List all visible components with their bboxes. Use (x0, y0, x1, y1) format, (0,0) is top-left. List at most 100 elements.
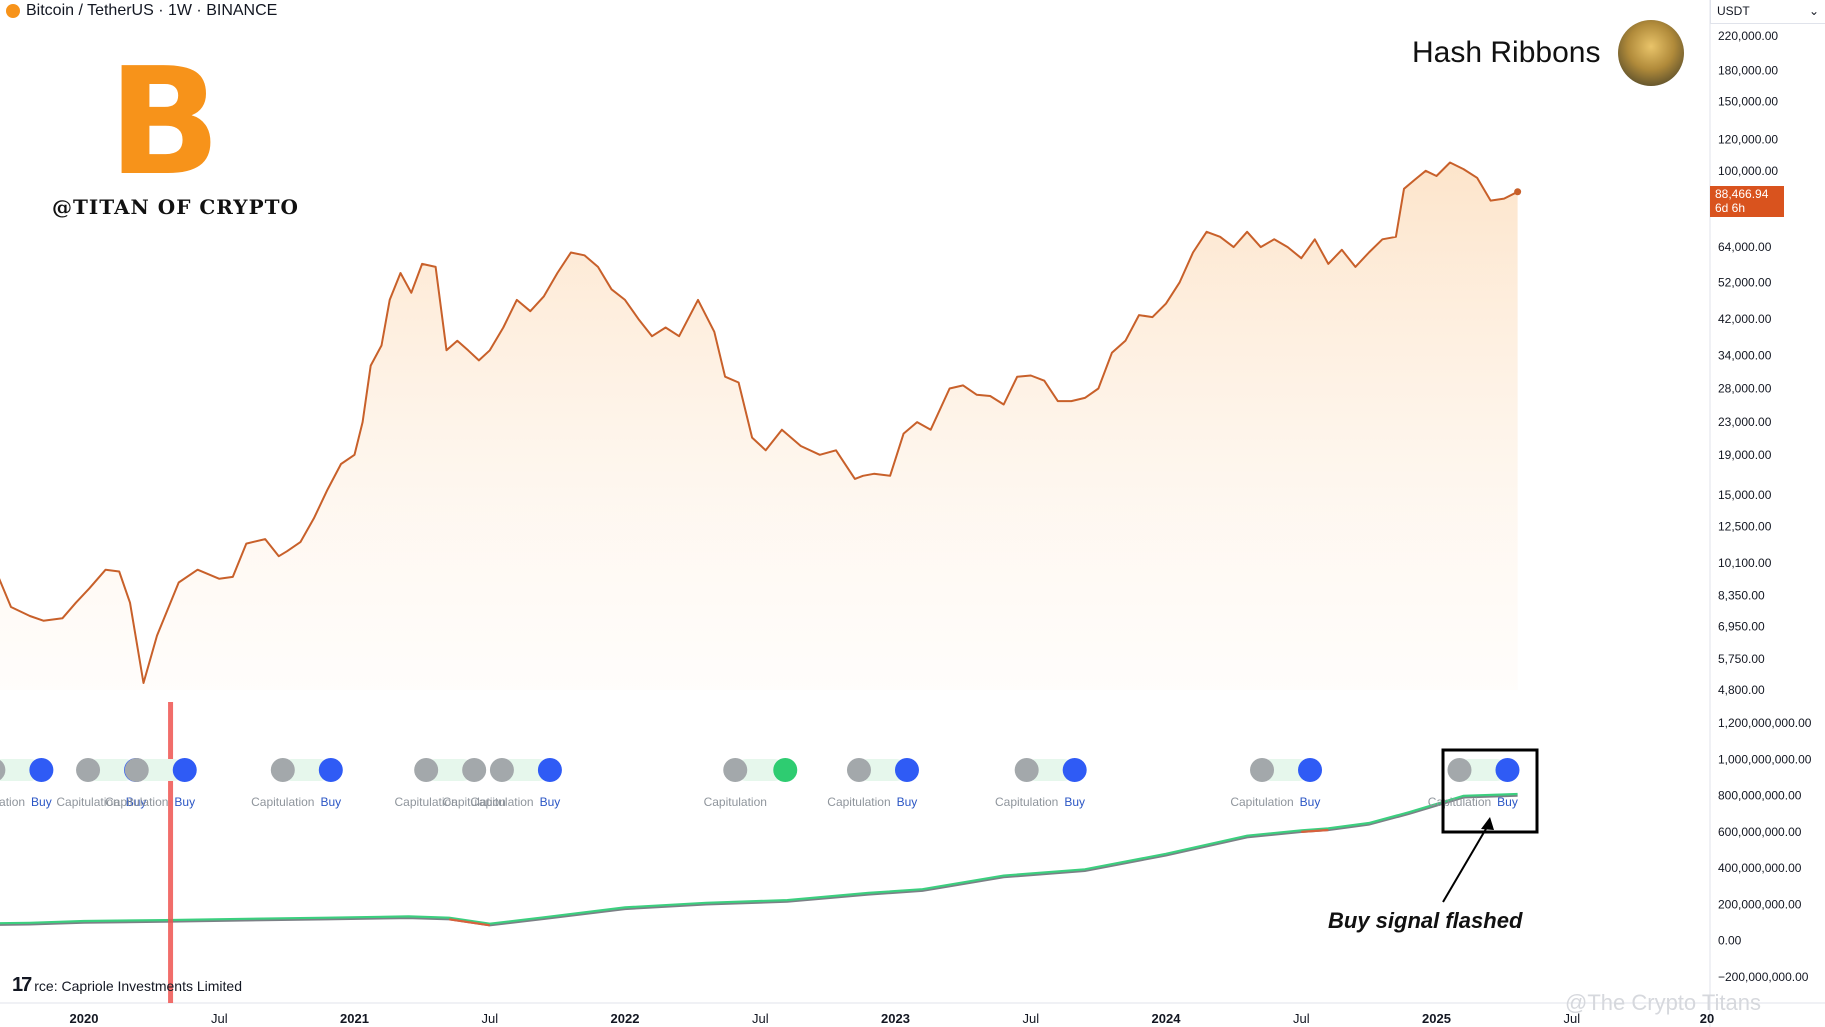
capitulation-label: Capitulation (1230, 795, 1293, 809)
time-axis-tick-label: 20 (1700, 1011, 1714, 1026)
hash-ribbon-capitulation-segment (449, 918, 490, 927)
last-price-dot (1514, 188, 1522, 196)
capitulation-dot (1250, 758, 1275, 782)
author-handle: @TITAN OF CRYPTO (52, 195, 299, 219)
price-axis-tick-label: 100,000.00 (1718, 164, 1778, 178)
capitulation-dot (124, 758, 149, 782)
price-axis-tick-label: 220,000.00 (1718, 29, 1778, 43)
buy-dot (1495, 758, 1520, 782)
avatar (1618, 20, 1684, 86)
price-line (0, 161, 1519, 684)
capitulation-dot (270, 758, 295, 782)
capitulation-dot (76, 758, 101, 782)
capitulation-dot (773, 758, 798, 782)
buy-dot (894, 758, 919, 782)
buy-dot (537, 758, 562, 782)
price-axis-tick-label: 34,000.00 (1718, 348, 1772, 362)
price-axis-tick-label: 180,000.00 (1718, 63, 1778, 77)
hash-ribbon-fast-line (0, 792, 1518, 925)
capitulation-dot (1014, 758, 1039, 782)
buy-label: Buy (1300, 795, 1321, 809)
buy-label: Buy (1497, 795, 1518, 809)
buy-label: Buy (174, 795, 195, 809)
bitcoin-logo: B (108, 36, 221, 208)
price-axis-tick-label: 19,000.00 (1718, 448, 1772, 462)
chevron-down-icon: ⌄ (1808, 4, 1819, 18)
price-axis-tick-label: 12,500.00 (1718, 519, 1772, 533)
signal-marker: Capitulation Buy (995, 758, 1087, 809)
arrow-head-icon (1481, 817, 1494, 830)
price-axis-tick-label: 64,000.00 (1718, 240, 1772, 254)
symbol-header[interactable]: Bitcoin / TetherUS · 1W · BINANCE (6, 2, 277, 20)
buy-label: Buy (320, 795, 341, 809)
last-price-tag: 88,466.94 6d 6h (1710, 186, 1784, 217)
time-axis-tick-label: 2025 (1422, 1011, 1451, 1026)
capitulation-dot (462, 758, 487, 782)
symbol-text: Bitcoin / TetherUS · 1W · BINANCE (26, 2, 278, 19)
signal-marker: Capitulation Buy (470, 758, 562, 809)
price-axis-tick-label: 52,000.00 (1718, 276, 1772, 290)
ribbon-axis-tick-label: 600,000,000.00 (1718, 825, 1802, 839)
price-axis-tick-label: 8,350.00 (1718, 588, 1765, 602)
capitulation-label: Capitulation (442, 795, 505, 809)
tradingview-logo-icon: 17 (12, 974, 32, 996)
signal-marker: Capitulation (704, 758, 798, 809)
ribbon-axis-tick-label: 800,000,000.00 (1718, 789, 1802, 803)
watermark: @The Crypto Titans (1565, 990, 1761, 1015)
buy-label: Buy (897, 795, 918, 809)
currency-selector[interactable]: USDT ⌄ (1710, 0, 1825, 24)
price-axis-tick-label: 5,750.00 (1718, 652, 1765, 666)
price-axis-tick-label: 28,000.00 (1718, 382, 1772, 396)
capitulation-label: Capitulation (827, 795, 890, 809)
ribbon-axis-tick-label: 0.00 (1718, 934, 1742, 948)
indicator-title: Hash Ribbons (1412, 36, 1601, 69)
price-axis-tick-label: 10,100.00 (1718, 556, 1772, 570)
source-text: rce: Capriole Investments Limited (34, 977, 243, 994)
price-axis-tick-label: 150,000.00 (1718, 95, 1778, 109)
price-axis-tick-label: 4,800.00 (1718, 683, 1765, 697)
capitulation-label: Capitulation (704, 795, 767, 809)
source-credit: 17 rce: Capriole Investments Limited (12, 974, 242, 997)
signal-marker: Capitulation Buy (827, 758, 919, 809)
time-axis-tick-label: 2024 (1152, 1011, 1182, 1026)
price-axis-tick-label: 23,000.00 (1718, 415, 1772, 429)
time-axis-tick-label: Jul (1022, 1011, 1039, 1026)
buy-label: Buy (1064, 795, 1085, 809)
capitulation-dot (489, 758, 514, 782)
signal-marker: Capitulation Buy (1230, 758, 1323, 809)
capitulation-label: Capitulation (1428, 795, 1491, 809)
time-axis-tick-label: Jul (1563, 1011, 1580, 1026)
capitulation-label: Capitulation (394, 795, 457, 809)
time-axis-tick-label: 2020 (70, 1011, 99, 1026)
time-axis-tick-label: Jul (481, 1011, 498, 1026)
buy-label: Buy (540, 795, 561, 809)
capitulation-label: Capitulation (251, 795, 314, 809)
capitulation-label: Capitulation (470, 795, 533, 809)
price-axis-tick-label: 42,000.00 (1718, 312, 1772, 326)
capitulation-label: Capitulation (995, 795, 1058, 809)
highlight-box (1441, 748, 1539, 834)
buy-dot (172, 758, 197, 782)
capitulation-label: Capitulation (105, 795, 168, 809)
price-axis-tick-label: 120,000.00 (1718, 133, 1778, 147)
capitulation-dot (0, 759, 6, 781)
time-axis-tick-label: Jul (752, 1011, 769, 1026)
signal-track (735, 759, 786, 781)
capitulation-dot (846, 758, 871, 782)
time-axis-tick-label: 2023 (881, 1011, 910, 1026)
price-axis-tick-label: 15,000.00 (1718, 488, 1772, 502)
capitulation-dot (414, 758, 439, 782)
time-axis-tick-label: Jul (1293, 1011, 1310, 1026)
buy-label: Buy (31, 795, 52, 809)
buy-label: Buy (126, 795, 147, 809)
time-axis-tick-label: Jul (211, 1011, 228, 1026)
capitulation-dot (1447, 758, 1472, 782)
price-axis-tick-label: 6,950.00 (1718, 620, 1765, 634)
time-axis-tick-label: 2021 (340, 1011, 369, 1026)
ribbon-axis-tick-label: 200,000,000.00 (1718, 897, 1802, 911)
bar-countdown: 6d 6h (1715, 201, 1746, 215)
